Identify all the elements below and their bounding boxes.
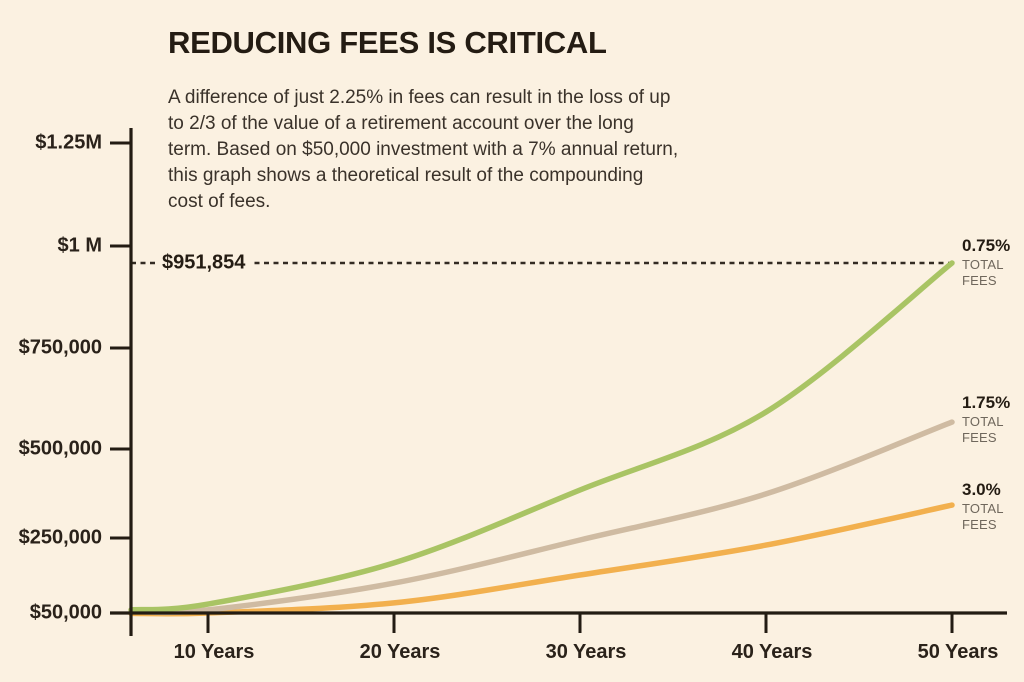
y-axis-ticks xyxy=(110,141,131,540)
y-tick-label-500k: $500,000 xyxy=(18,437,102,460)
annotation-value-label: $951,854 xyxy=(157,251,255,275)
fee-curves xyxy=(128,260,955,617)
chart-description: A difference of just 2.25% in fees can r… xyxy=(168,87,679,212)
page-title: REDUCING FEES IS CRITICAL xyxy=(168,25,607,60)
y-tick-label-50k: $50,000 xyxy=(29,601,102,624)
curve-075-fees xyxy=(128,260,955,613)
series-label-30pct: 3.0% TOTAL FEES xyxy=(962,480,1024,532)
y-tick-label-250k: $250,000 xyxy=(18,526,102,549)
series-sub-175: TOTAL FEES xyxy=(962,414,1004,445)
x-axis-ticks xyxy=(206,613,954,633)
y-tick-label-750k: $750,000 xyxy=(18,336,102,359)
series-label-175pct: 1.75% TOTAL FEES xyxy=(962,393,1024,445)
x-tick-label-10-years: 10 Years xyxy=(173,641,255,663)
y-tick-label-1250k: $1.25M xyxy=(35,131,102,154)
series-sub-30: TOTAL FEES xyxy=(962,501,1004,532)
x-tick-label-50-years: 50 Years xyxy=(917,641,999,663)
series-pct-175: 1.75% xyxy=(962,393,1011,412)
x-tick-label-20-years: 20 Years xyxy=(359,641,441,663)
series-pct-30: 3.0% xyxy=(962,480,1001,499)
series-sub-075: TOTAL FEES xyxy=(962,257,1004,288)
curve-175-fees xyxy=(128,419,955,616)
x-tick-label-30-years: 30 Years xyxy=(545,641,627,663)
x-tick-label-40-years: 40 Years xyxy=(731,641,813,663)
series-label-075pct: 0.75% TOTAL FEES xyxy=(962,236,1024,288)
series-pct-075: 0.75% xyxy=(962,236,1011,255)
y-tick-label-1m: $1 M xyxy=(57,234,102,257)
